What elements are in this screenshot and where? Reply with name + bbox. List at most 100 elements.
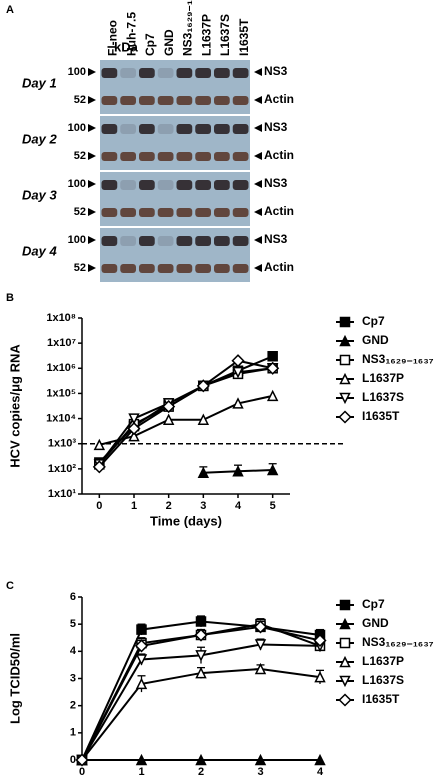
band-actin <box>101 152 118 161</box>
band-label: NS3 <box>264 64 288 78</box>
marker-arrow <box>88 264 96 272</box>
band-actin <box>195 96 211 105</box>
data-point <box>314 670 326 683</box>
band-actin <box>214 208 230 217</box>
band-actin <box>232 152 249 161</box>
size-marker: 52 <box>74 262 86 274</box>
band-arrow <box>254 124 262 132</box>
band-actin <box>157 152 174 161</box>
legend-label: NS3₁₆₂₉₋₁₆₃₇ <box>362 352 434 366</box>
data-point <box>135 654 148 666</box>
data-point <box>128 429 140 442</box>
band-ns3 <box>157 124 174 134</box>
band-ns3 <box>157 68 174 78</box>
band-actin <box>195 208 211 217</box>
legend-marker <box>339 372 351 385</box>
legend-label: L1637S <box>362 390 404 404</box>
data-point <box>266 361 280 375</box>
band-actin <box>214 152 230 161</box>
band-actin <box>120 264 136 273</box>
legend-label: GND <box>362 333 389 347</box>
band-actin <box>157 96 174 105</box>
data-point <box>254 753 267 766</box>
day-label: Day 3 <box>22 187 57 202</box>
band-actin <box>195 264 211 273</box>
band-actin <box>101 208 118 217</box>
band-ns3 <box>120 180 136 190</box>
band-ns3 <box>101 236 118 246</box>
legend-marker <box>339 354 351 366</box>
x-tick-label: 4 <box>235 500 242 512</box>
band-actin <box>195 152 211 161</box>
x-tick-label: 3 <box>200 500 206 512</box>
size-marker: 52 <box>74 206 86 218</box>
x-axis-label: Time (days) <box>150 513 222 528</box>
data-point <box>266 389 279 402</box>
band-arrow <box>254 236 262 244</box>
y-tick-label: 1x10⁵ <box>46 387 76 399</box>
band-ns3 <box>120 236 136 246</box>
band-ns3 <box>101 124 118 134</box>
band-label: Actin <box>264 260 294 274</box>
x-tick-label: 0 <box>79 766 85 776</box>
legend-marker <box>339 655 351 668</box>
data-point <box>92 460 106 474</box>
size-marker: 52 <box>74 150 86 162</box>
legend-label: NS3₁₆₂₉₋₁₆₃₇ <box>362 635 434 649</box>
band-ns3 <box>232 236 249 246</box>
size-marker: 100 <box>68 66 86 78</box>
lane-label: GND <box>162 29 176 56</box>
band-actin <box>232 208 249 217</box>
legend-label: GND <box>362 616 389 630</box>
y-tick-label: 1x10⁷ <box>47 337 76 349</box>
data-point <box>232 366 244 379</box>
marker-arrow <box>88 208 96 216</box>
data-point <box>195 616 207 627</box>
lane-label: I1635T <box>237 18 251 56</box>
band-actin <box>139 152 155 161</box>
data-point <box>232 465 244 477</box>
marker-arrow <box>88 68 96 76</box>
band-ns3 <box>139 68 155 78</box>
legend-label: Cp7 <box>362 314 385 328</box>
y-tick-label: 0 <box>70 754 76 766</box>
data-point <box>136 624 147 635</box>
y-tick-label: 1x10¹ <box>48 488 76 500</box>
band-label: Actin <box>264 204 294 218</box>
series-line <box>99 394 273 446</box>
x-tick-label: 5 <box>270 500 276 512</box>
band-actin <box>139 96 155 105</box>
band-ns3 <box>195 68 211 78</box>
band-ns3 <box>101 180 118 190</box>
series-line <box>98 367 273 466</box>
band-actin <box>157 264 174 273</box>
data-point <box>197 466 210 479</box>
band-actin <box>176 264 193 273</box>
data-point <box>128 413 140 425</box>
size-marker: 100 <box>68 234 86 246</box>
data-point <box>314 753 326 766</box>
data-point <box>195 666 207 679</box>
y-tick-label: 3 <box>70 672 76 684</box>
band-actin <box>120 152 136 161</box>
band-actin <box>157 208 174 217</box>
band-actin <box>139 264 155 273</box>
data-point <box>197 413 210 425</box>
legend-label: I1635T <box>362 409 400 423</box>
marker-arrow <box>88 152 96 160</box>
band-ns3 <box>232 180 249 190</box>
band-actin <box>232 96 249 105</box>
lane-label: NS3₁₆₂₉₋₁₆₃₇ <box>181 0 195 56</box>
data-point <box>232 397 244 409</box>
band-actin <box>176 96 193 105</box>
legend-marker <box>338 693 352 707</box>
band-label: NS3 <box>264 232 288 246</box>
lane-label: Cp7 <box>143 33 157 56</box>
day-label: Day 2 <box>22 131 57 146</box>
legend-marker <box>339 617 351 630</box>
data-point <box>162 400 176 414</box>
legend-label: L1637P <box>362 654 404 668</box>
x-tick-label: 2 <box>198 766 204 776</box>
size-marker: 100 <box>68 122 86 134</box>
